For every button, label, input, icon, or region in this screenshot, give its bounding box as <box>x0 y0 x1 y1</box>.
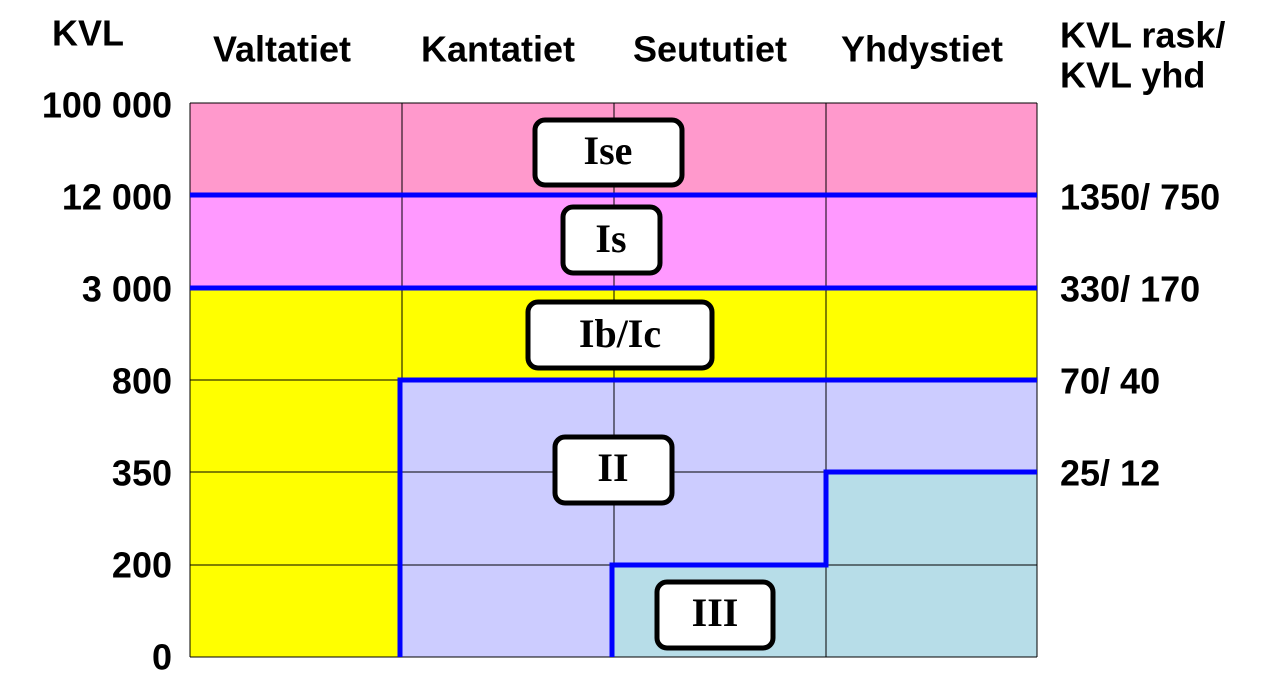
kvl-header: KVL <box>52 13 124 54</box>
zone-ib <box>190 380 400 657</box>
zone-box <box>525 299 715 371</box>
zone-label: II <box>597 445 628 490</box>
kvl-label: 200 <box>112 545 172 586</box>
zone-label: Is <box>595 216 626 261</box>
zone-box <box>654 579 776 651</box>
column-header: Kantatiet <box>421 29 575 70</box>
kvl-label: 800 <box>112 361 172 402</box>
column-header: Seututiet <box>633 29 787 70</box>
kvl-label: 100 000 <box>42 85 172 126</box>
ratio-label: 1350/ 750 <box>1060 177 1220 218</box>
zone-label: III <box>692 590 739 635</box>
right-header: KVL rask/ <box>1060 15 1225 56</box>
zone-label: Ib/Ic <box>579 311 661 356</box>
kvl-label: 350 <box>112 453 172 494</box>
ratio-label: 70/ 40 <box>1060 361 1160 402</box>
ratio-label: 25/ 12 <box>1060 453 1160 494</box>
kvl-label: 3 000 <box>82 269 172 310</box>
zone-box <box>560 204 663 276</box>
kvl-label: 0 <box>152 637 172 678</box>
column-header: Valtatiet <box>213 29 351 70</box>
right-header: KVL yhd <box>1060 55 1205 96</box>
zone-label: Ise <box>584 128 633 173</box>
zone-box <box>552 434 675 506</box>
column-header: Yhdystiet <box>841 29 1003 70</box>
zone-box <box>532 117 685 188</box>
zone-iii <box>826 472 1037 565</box>
ratio-label: 330/ 170 <box>1060 269 1200 310</box>
boundaries <box>190 192 1037 657</box>
kvl-label: 12 000 <box>62 177 172 218</box>
